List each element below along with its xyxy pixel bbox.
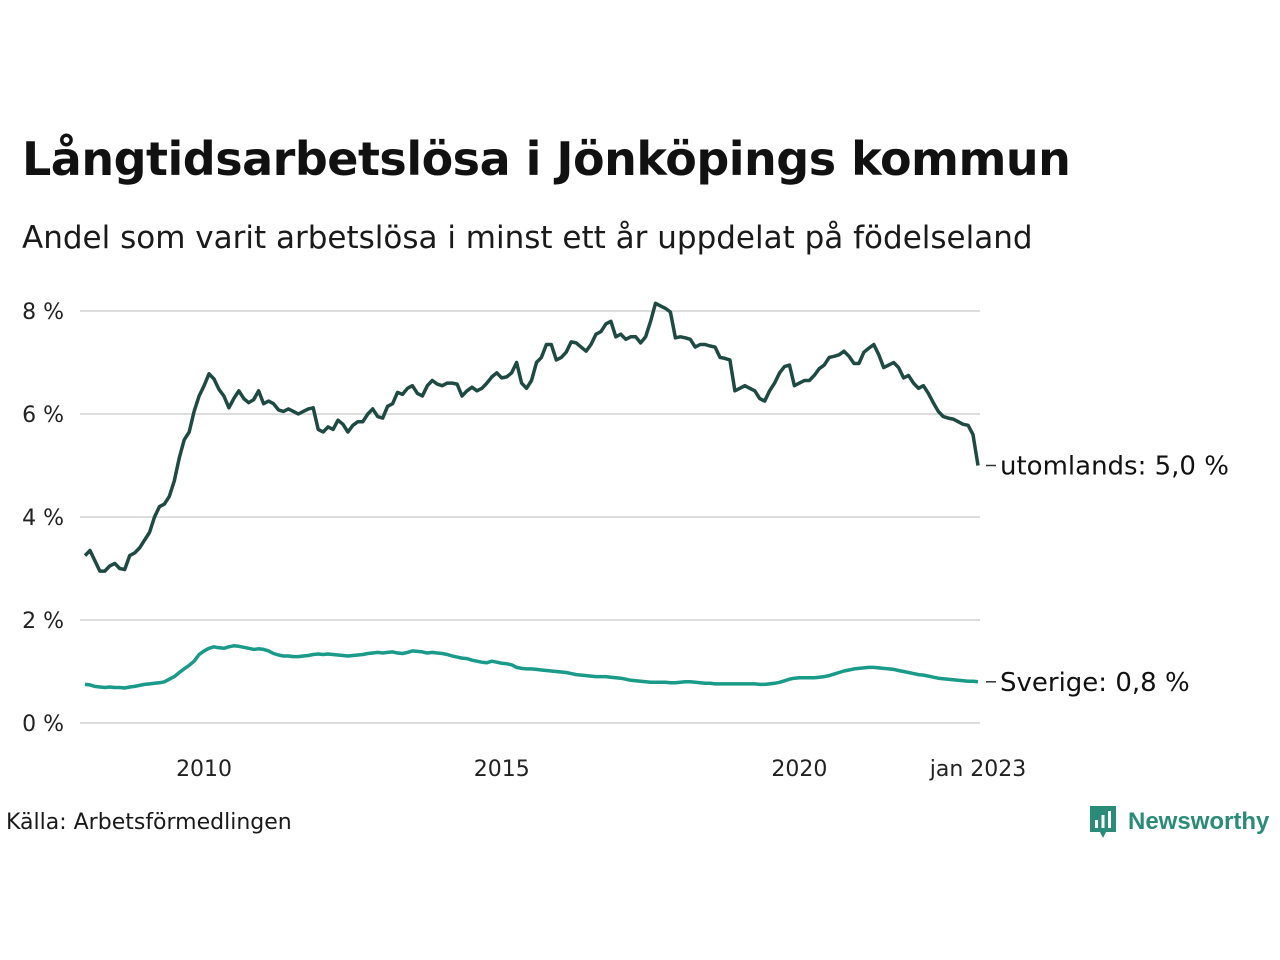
y-tick-label: 6 %: [22, 403, 64, 428]
y-tick-label: 0 %: [22, 712, 64, 737]
x-axis-ticks: 2010 2015 2020 jan 2023: [176, 757, 1026, 782]
series-end-labels: utomlands: 5,0 % Sverige: 0,8 %: [986, 452, 1229, 698]
y-axis-ticks: 0 % 2 % 4 % 6 % 8 %: [22, 300, 64, 737]
chart-title: Långtidsarbetslösa i Jönköpings kommun: [22, 132, 1071, 186]
source-note: Källa: Arbetsförmedlingen: [6, 810, 292, 835]
brand-logo[interactable]: Newsworthy: [1088, 804, 1269, 840]
series-lines: [83, 301, 980, 690]
brand-name: Newsworthy: [1128, 808, 1270, 835]
y-tick-label: 2 %: [22, 609, 64, 634]
y-tick-label: 4 %: [22, 506, 64, 531]
y-tick-label: 8 %: [22, 300, 64, 325]
series-line-utomlands: [83, 301, 980, 573]
chart-subtitle: Andel som varit arbetslösa i minst ett å…: [22, 220, 1033, 256]
grid-lines: [80, 310, 980, 724]
newsworthy-logo-icon: [1090, 806, 1116, 838]
end-label-utomlands: utomlands: 5,0 %: [1000, 452, 1229, 482]
x-tick-label: 2015: [474, 757, 530, 782]
x-tick-label: 2020: [771, 757, 827, 782]
end-label-sverige: Sverige: 0,8 %: [1000, 668, 1190, 698]
x-tick-label: jan 2023: [929, 757, 1027, 782]
x-tick-label: 2010: [176, 757, 232, 782]
series-line-sverige: [84, 644, 979, 690]
